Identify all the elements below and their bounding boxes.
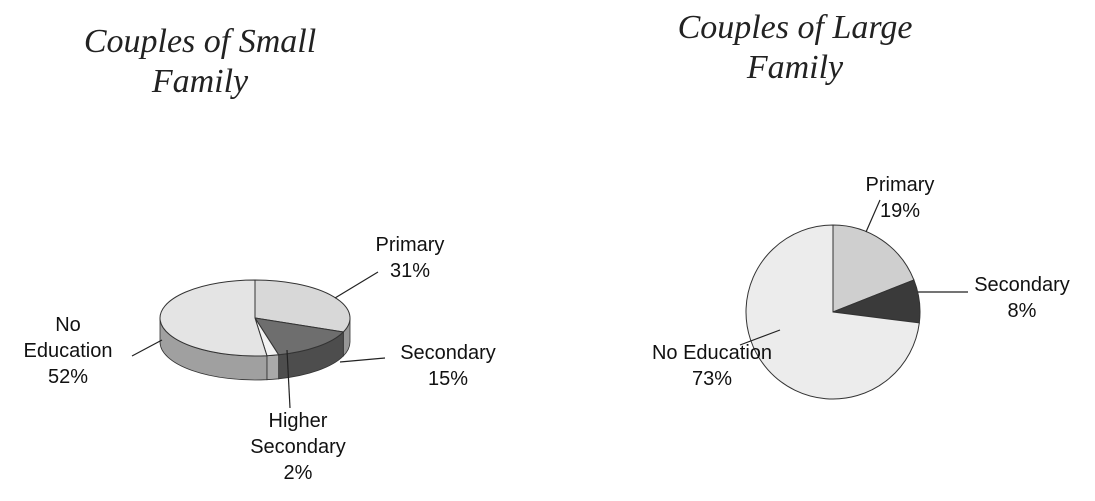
chart-title: Couples of Large Family xyxy=(677,9,913,86)
slice-side xyxy=(266,354,280,381)
slice xyxy=(745,224,920,400)
value-label: 15% xyxy=(427,368,469,390)
leader-line xyxy=(334,271,379,299)
slice-label: Secondary 15% xyxy=(378,340,518,392)
leader-line xyxy=(739,329,781,346)
category-label: Higher Secondary xyxy=(250,410,346,458)
slice-label: No Education 73% xyxy=(642,340,782,392)
category-label: Primary xyxy=(865,174,935,196)
leader-line xyxy=(339,357,386,363)
value-label: 19% xyxy=(879,200,921,222)
value-label: 8% xyxy=(1007,300,1037,322)
leader-line xyxy=(865,199,881,233)
category-label: No Education xyxy=(23,314,113,362)
slice-label: No Education 52% xyxy=(13,312,123,390)
slice-label: Secondary 8% xyxy=(952,272,1092,324)
leader-line xyxy=(131,339,163,357)
slice xyxy=(254,279,351,333)
category-label: Primary xyxy=(375,234,445,256)
slice xyxy=(832,224,915,313)
slice xyxy=(159,279,268,357)
slice-label: Higher Secondary 2% xyxy=(228,408,368,486)
slice-label: Primary 19% xyxy=(830,172,970,224)
category-label: No Education xyxy=(651,342,773,364)
category-label: Secondary xyxy=(974,274,1070,296)
value-label: 2% xyxy=(283,462,313,484)
value-label: 52% xyxy=(47,366,89,388)
chart-title: Couples of Small Family xyxy=(83,23,317,100)
value-label: 31% xyxy=(389,260,431,282)
slice-label: Primary 31% xyxy=(340,232,480,284)
value-label: 73% xyxy=(691,368,733,390)
leader-line xyxy=(286,349,291,409)
category-label: Secondary xyxy=(400,342,496,364)
slice xyxy=(253,317,345,356)
